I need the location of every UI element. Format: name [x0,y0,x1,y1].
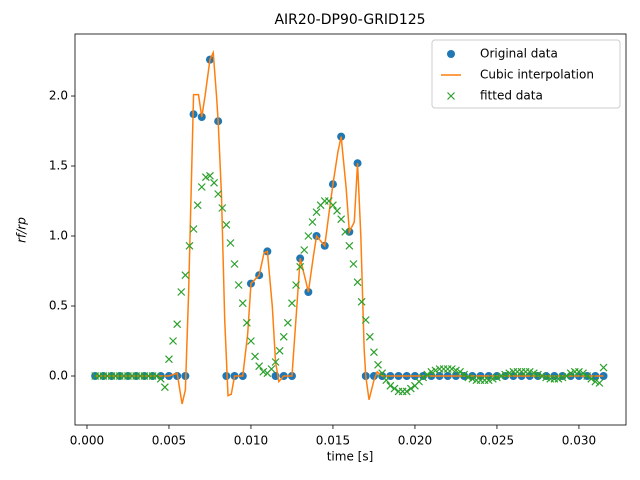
fit-marker [583,372,592,380]
legend: Original data Cubic interpolation fitted d… [431,39,621,109]
fit-marker [423,370,432,379]
x-tick-label: 0.005 [152,434,186,448]
fit-marker [177,288,186,296]
fit-marker [456,367,464,376]
fit-marker [152,372,161,380]
fit-marker [365,332,374,341]
fit-marker [374,360,382,369]
fit-marker [210,178,218,187]
fit-marker [255,362,264,371]
y-tick-label: 1.5 [49,159,68,173]
chart-title: AIR20-DP90-GRID125 [274,12,425,28]
fit-marker [197,183,206,191]
fit-marker [579,369,587,378]
fit-marker [185,241,194,250]
legend-label: fitted data [480,89,543,103]
fit-marker [353,278,362,287]
fit-marker [251,352,259,361]
fit-marker [271,358,280,366]
fit-marker [214,190,223,198]
fit-marker [173,320,182,329]
fit-marker [341,227,350,236]
x-tick-label: 0.010 [234,434,268,448]
fit-marker [460,370,469,379]
fit-marker [169,337,177,345]
y-axis-label: rf/rp [15,217,29,243]
fit-marker [406,384,415,393]
plot-area [91,49,608,405]
legend-label: Cubic interpolation [480,68,594,82]
x-tick-label: 0.030 [562,434,596,448]
fit-marker [226,239,235,247]
fit-marker [238,299,247,308]
fit-marker [275,346,284,355]
fit-marker [234,281,243,289]
fit-marker [296,262,305,271]
fit-marker [562,372,571,380]
fit-marker [419,373,428,382]
x-tick-label: 0.025 [480,434,514,448]
fit-marker [312,208,321,217]
fit-marker [165,355,173,364]
fit-marker [349,260,358,268]
fit-marker [382,376,391,385]
fit-marker [300,246,309,254]
y-tick-label: 0.5 [49,299,68,313]
fit-marker [181,271,190,280]
x-tick-label: 0.000 [70,434,104,448]
fit-marker [242,318,251,327]
fit-marker [283,318,292,327]
y-tick-label: 0.0 [49,369,68,383]
fit-marker [357,297,366,306]
fit-marker [386,381,395,390]
x-tick-label: 0.020 [398,434,432,448]
fit-marker [292,281,300,289]
fit-marker [304,232,313,240]
fit-marker [247,337,255,345]
fit-marker [378,369,387,378]
axes-frame [74,33,627,426]
fit-marker [390,384,399,393]
fit-marker [288,299,296,308]
x-axis-label: time [s] [327,450,374,464]
fit-marker [329,201,337,210]
legend-marker [447,92,455,100]
fit-marker [230,260,239,268]
data-point [222,372,231,381]
fit-marker [156,374,165,383]
fit-marker [193,201,202,210]
fit-marker [333,206,341,215]
fit-marker [595,379,604,387]
fit-marker [222,220,231,229]
fit-marker [402,387,411,396]
y-tick-label: 2.0 [49,89,68,103]
fit-marker [337,215,346,224]
fit-marker [160,383,169,392]
fit-marker [279,332,288,341]
fit-marker [267,365,276,373]
fit-marker [218,204,227,212]
fit-marker [308,218,317,226]
legend-label: Original data [480,47,558,61]
y-tick-label: 1.0 [49,229,68,243]
fit-marker [599,363,608,372]
legend-box [431,39,621,109]
fit-marker [345,241,354,250]
x-tick-label: 0.015 [316,434,350,448]
fit-marker [361,316,370,324]
fit-marker [370,348,378,357]
fit-marker [189,225,198,233]
fit-marker [587,374,596,383]
fit-marker [206,171,214,180]
legend-marker [447,50,455,58]
